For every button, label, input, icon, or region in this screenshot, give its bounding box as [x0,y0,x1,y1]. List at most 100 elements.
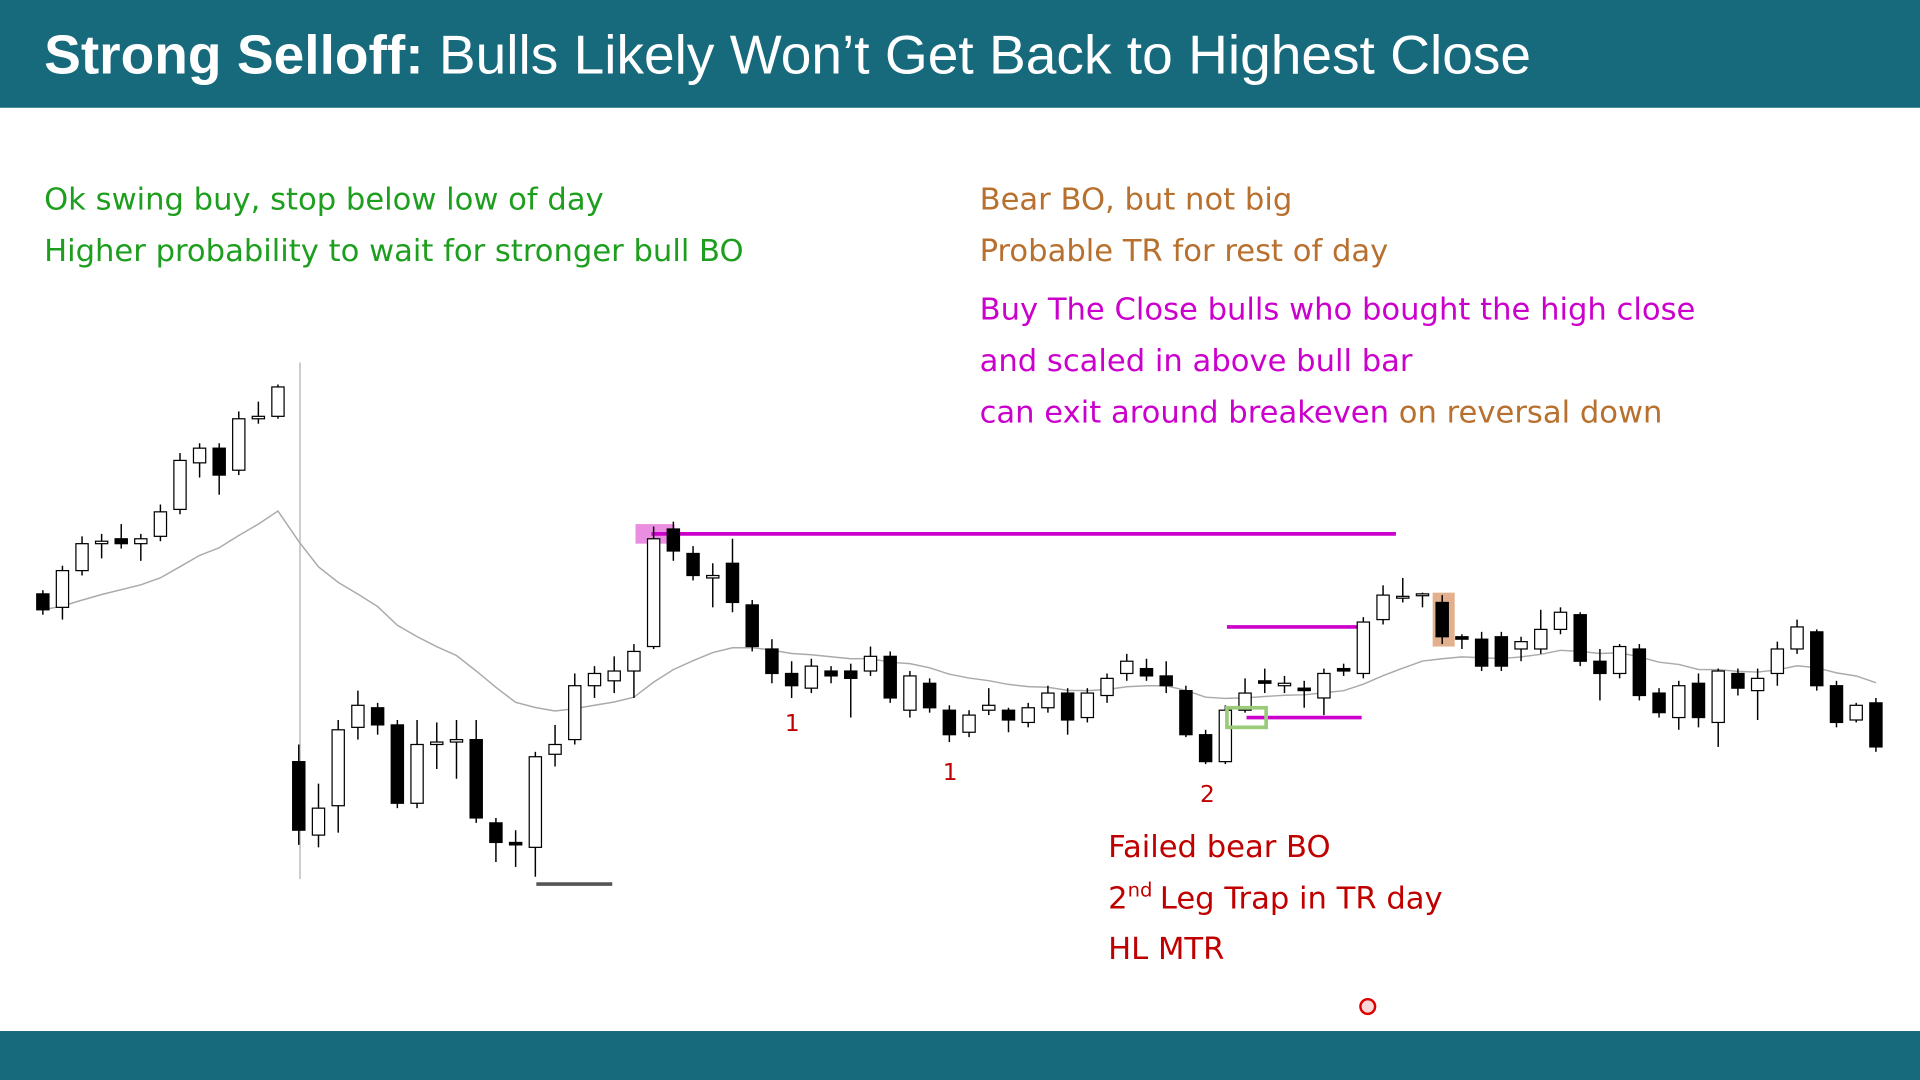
candle-body [251,415,266,420]
note-magenta: can exit around breakeven on reversal do… [980,395,1663,430]
candle-body [134,538,148,545]
title-bold: Strong Selloff: [44,23,423,85]
candle-body [1376,594,1390,621]
note-magenta-part: can exit around breakeven [980,395,1389,430]
candle-body [1415,593,1430,597]
candle-body [114,538,128,545]
candle-body [1455,636,1469,640]
candle-body [1672,685,1686,719]
note-brown: Probable TR for rest of day [980,234,1389,269]
candle-body [1277,682,1292,687]
note-brown-part: on reversal down [1399,395,1663,430]
leg-label: 1 [943,759,958,786]
highlight-box [1225,705,1268,730]
candle-body [1514,641,1528,650]
candle-body [804,665,819,689]
candle-body [548,743,562,755]
candle-body [1041,692,1055,709]
candle-body [706,574,720,579]
candle-body [607,670,621,682]
header-band [0,0,1920,108]
candle-body [1553,611,1568,630]
candle-body [745,604,759,648]
leg-label: 2 [1200,781,1215,808]
note-magenta: Buy The Close bulls who bought the high … [980,293,1696,328]
candle-body [153,511,168,537]
candle-body [1080,692,1095,719]
candle-body [962,714,976,733]
candle-body [666,528,681,552]
candle-body [370,707,385,726]
note-brown: Bear BO, but not big [980,182,1293,217]
candle-body [1573,614,1587,662]
candle-body [1336,667,1351,672]
candle-body [173,459,187,510]
candle-body [627,650,641,672]
candle-body [863,655,878,672]
candle-body [568,685,582,741]
title: Strong Selloff: Bulls Likely Won’t Get B… [44,23,1531,85]
candle-body [1258,680,1272,684]
candle-body [489,822,503,844]
candle-body [55,570,70,608]
candle-body [1632,648,1647,697]
candle-body [982,704,996,711]
candle-body [1612,645,1627,675]
title-rest: Bulls Likely Won’t Get Back to Highest C… [439,23,1531,85]
candle-body [331,729,345,807]
candle-body [1711,670,1725,724]
candle-body [508,841,523,846]
candle-body [351,704,365,728]
candle-body [410,743,424,804]
candle-body [1179,690,1193,736]
candle-body [1849,704,1863,721]
candle-body [1060,692,1075,721]
candle-body [469,738,483,819]
candle-body [94,540,109,545]
candle-body [1829,685,1844,724]
candle-body [449,738,464,743]
candle-body [1317,672,1331,699]
candle-body [390,724,405,804]
note-red: Failed bear BO [1108,830,1330,865]
candle-body [725,562,740,604]
candle-body [686,552,700,577]
candle-body [883,655,897,699]
candle-body [844,670,858,679]
note-red-sup: nd [1128,878,1153,901]
candle-body [1790,626,1804,650]
candle-body [824,670,838,677]
note-red: HL MTR [1108,932,1224,967]
candle-body [192,447,207,464]
note-green: Ok swing buy, stop below low of day [44,182,604,217]
candle-body [36,593,50,611]
candle-body [922,682,937,709]
candle-body [1770,648,1785,675]
candles [36,384,1883,877]
candle-body [587,672,602,687]
candle-body [1139,667,1154,677]
cursor [1359,997,1377,1016]
candle-body [903,675,917,711]
note-red: 2nd Leg Trap in TR day [1108,878,1443,916]
candle-body [1001,709,1016,721]
candle-body [528,756,543,848]
candle-body [1396,595,1410,599]
candle-body [1474,638,1489,667]
candle-body [1534,628,1548,650]
note-green: Higher probability to wait for stronger … [44,234,744,269]
leg-label: 1 [785,710,800,737]
chart [36,362,1883,886]
candle-body [75,543,89,572]
candle-body [1494,636,1509,667]
candle-body [1159,675,1173,687]
footer-band [0,1031,1920,1080]
note-red-rest: Leg Trap in TR day [1160,882,1443,917]
candle-body [430,741,444,746]
note-magenta: and scaled in above bull bar [980,344,1413,379]
candle-body [784,672,799,687]
candle-body [1731,672,1745,689]
candle-body [646,538,661,648]
candle-body [212,447,226,476]
